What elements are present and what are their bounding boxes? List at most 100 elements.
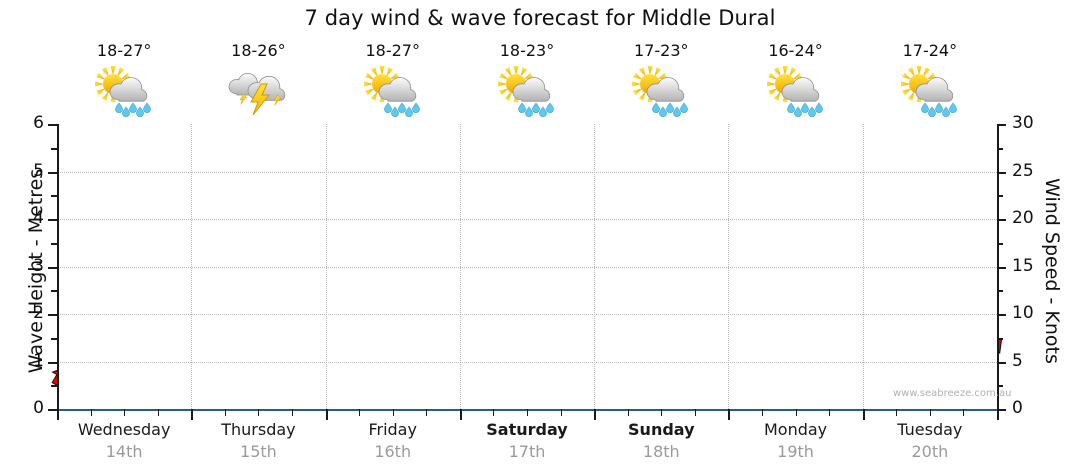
day-label-wednesday: Wednesday 14th <box>57 419 191 463</box>
axis-tick-minor <box>51 195 57 198</box>
axis-tick-major <box>48 314 57 316</box>
left-axis-tick-label: 3 <box>33 255 44 276</box>
axis-tick-minor <box>997 385 1003 388</box>
day-date: 16th <box>374 442 412 461</box>
weather-icon-wrapper <box>326 64 460 117</box>
gridline-horizontal <box>57 314 997 315</box>
x-axis-tick-major <box>57 409 59 420</box>
axis-tick-minor <box>51 147 57 150</box>
weather-icon-wrapper <box>863 64 997 117</box>
axis-tick-major <box>997 361 1006 364</box>
x-axis-tick-minor <box>224 409 226 416</box>
x-axis-tick-minor <box>527 409 528 416</box>
axis-tick-minor <box>997 337 1003 340</box>
gridline-day-boundary <box>325 124 327 409</box>
weather-icon-wrapper <box>57 64 191 117</box>
day-name: Wednesday <box>77 420 171 439</box>
left-axis-tick-label: 0 <box>33 398 44 418</box>
axis-tick-major <box>997 266 1006 269</box>
day-label-sunday: Sunday 18th <box>594 419 728 463</box>
day-header-thursday: 18-26° <box>191 41 325 116</box>
x-axis-tick-minor <box>359 409 361 416</box>
axis-tick-major <box>997 314 1006 316</box>
day-header-tuesday: 17-24° <box>863 41 997 117</box>
right-axis-tick-label: 20 <box>1012 208 1034 228</box>
day-label-monday: Monday 19th <box>728 419 862 463</box>
day-label-friday: Friday 16th <box>326 419 460 463</box>
x-axis-tick-major <box>459 409 462 420</box>
gridline-day-boundary <box>862 124 864 409</box>
x-axis-tick-major <box>997 409 999 420</box>
right-axis-tick-label: 5 <box>1012 350 1023 371</box>
temperature-range: 16-24° <box>768 41 823 60</box>
day-name: Friday <box>368 420 417 439</box>
axis-tick-major <box>48 266 57 269</box>
day-name: Saturday <box>486 420 568 439</box>
x-axis-tick-major <box>594 409 597 420</box>
x-axis-tick-minor <box>661 409 663 416</box>
x-axis-tick-minor <box>829 409 831 416</box>
weather-icon-wrapper <box>594 64 728 117</box>
gridline-day-boundary <box>728 124 730 409</box>
gridline-day-boundary <box>459 124 461 409</box>
axis-tick-major <box>997 409 1006 411</box>
sun-cloud-rain-icon <box>363 66 420 117</box>
x-axis-tick-minor <box>694 409 696 416</box>
day-date: 15th <box>240 442 277 461</box>
axis-tick-minor <box>51 337 57 340</box>
day-header-monday: 16-24° <box>728 41 862 117</box>
x-axis-tick-minor <box>392 409 394 416</box>
day-label-thursday: Thursday 15th <box>191 419 325 463</box>
left-axis-tick-label: 5 <box>33 160 44 181</box>
axis-tick-minor <box>51 290 57 293</box>
right-axis-tick-label: 25 <box>1012 160 1034 181</box>
x-axis-tick-minor <box>963 409 965 416</box>
axis-tick-major <box>48 361 57 364</box>
x-axis-tick-major <box>728 409 731 420</box>
axis-tick-major <box>997 124 1006 126</box>
day-name: Tuesday <box>897 420 963 439</box>
watermark: www.seabreeze.com.au <box>893 388 1012 399</box>
gridline-horizontal <box>57 219 997 220</box>
left-axis-tick-label: 6 <box>33 113 44 133</box>
gridline-day-boundary <box>594 124 596 409</box>
x-axis-tick-major <box>862 409 865 420</box>
day-label-saturday: Saturday 17th <box>460 419 594 463</box>
page-title: 7 day wind & wave forecast for Middle Du… <box>304 6 776 30</box>
day-date: 18th <box>642 442 680 461</box>
left-axis-tick-label: 4 <box>33 208 44 228</box>
left-axis-tick-label: 2 <box>33 303 44 323</box>
gridline-horizontal <box>57 266 997 268</box>
x-axis-tick-minor <box>929 409 931 416</box>
sun-cloud-rain-icon <box>95 66 152 117</box>
day-date: 20th <box>911 442 949 461</box>
sun-cloud-rain-icon <box>497 66 554 117</box>
axis-tick-minor <box>997 242 1003 245</box>
axis-tick-minor <box>997 195 1003 198</box>
x-axis-tick-minor <box>426 409 428 416</box>
gridline-horizontal <box>57 171 997 173</box>
sun-cloud-rain-icon <box>632 66 689 117</box>
sun-cloud-rain-icon <box>900 66 957 117</box>
temperature-range: 18-23° <box>499 41 555 60</box>
right-axis-tick-label: 0 <box>1012 398 1023 418</box>
temperature-range: 17-23° <box>634 41 689 60</box>
left-axis-tick-label: 1 <box>33 350 44 371</box>
day-header-friday: 18-27° <box>326 41 460 117</box>
gridline-horizontal <box>57 361 997 363</box>
right-axis-tick-label: 15 <box>1012 255 1034 276</box>
axis-tick-major <box>997 219 1006 221</box>
x-axis-tick-minor <box>896 409 898 416</box>
weather-icon-wrapper <box>460 64 594 117</box>
axis-tick-minor <box>51 385 57 388</box>
right-axis-tick-label: 10 <box>1012 303 1034 323</box>
x-axis-tick-minor <box>762 409 763 416</box>
day-date: 19th <box>777 442 814 461</box>
axis-tick-major <box>997 171 1006 174</box>
right-axis-tick-label: 30 <box>1012 113 1034 133</box>
x-axis-tick-major <box>191 409 194 420</box>
weather-icon-wrapper <box>191 64 325 116</box>
x-axis-tick-minor <box>90 409 92 416</box>
axis-tick-major <box>48 219 57 221</box>
